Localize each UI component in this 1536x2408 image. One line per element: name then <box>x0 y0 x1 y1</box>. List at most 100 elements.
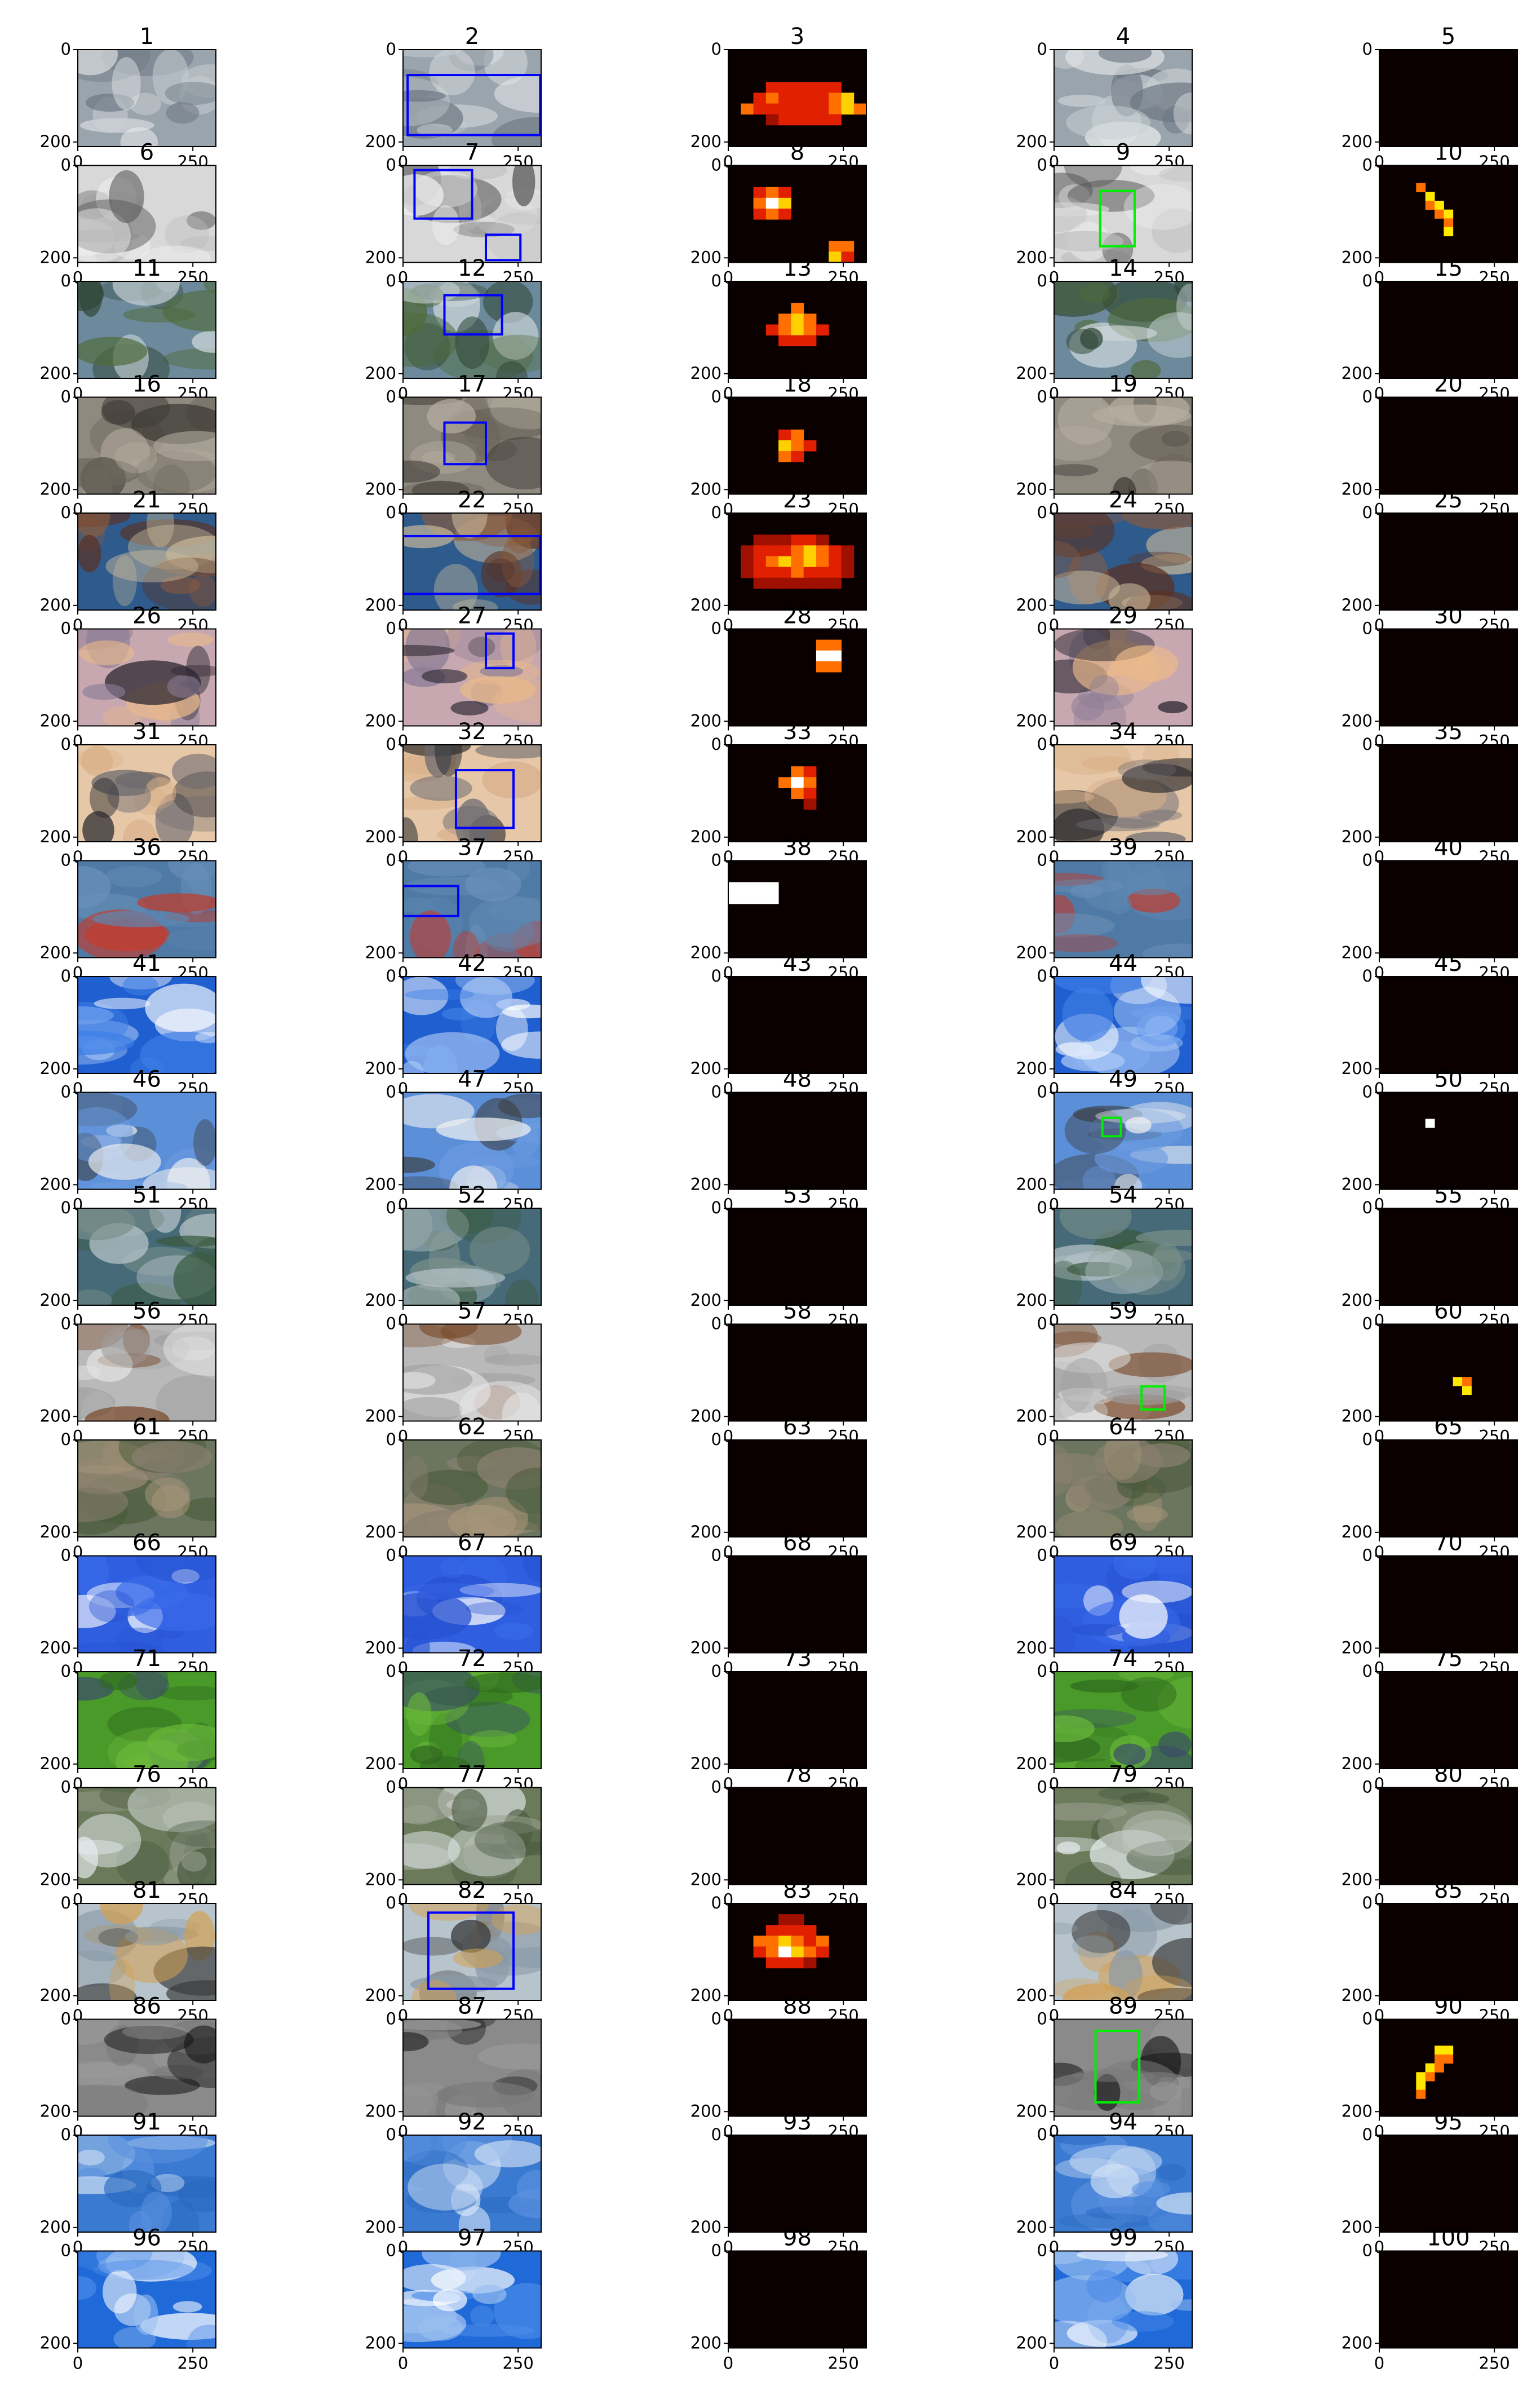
y-tick-label: 200 <box>690 943 721 962</box>
y-tick-label: 200 <box>365 1406 396 1425</box>
y-tick-label: 0 <box>1037 387 1047 407</box>
heat-cell <box>765 1925 779 1936</box>
heat-cell <box>753 577 767 589</box>
y-tick-label: 0 <box>61 2009 71 2029</box>
x-tick-label: 250 <box>177 2354 208 2373</box>
subplot-title: 65 <box>1434 1414 1463 1440</box>
subplot-title: 97 <box>458 2225 486 2251</box>
y-tick-label: 200 <box>690 248 721 267</box>
heat-cell <box>753 197 767 209</box>
y-tick-label: 200 <box>40 2101 71 2120</box>
y-tick-label: 200 <box>690 1174 721 1194</box>
heat-cell <box>816 324 829 336</box>
y-tick-label: 0 <box>386 851 396 870</box>
y-tick-label: 0 <box>711 39 721 59</box>
y-tick-label: 200 <box>365 827 396 846</box>
heat-cell <box>778 114 791 126</box>
y-tick-label: 200 <box>1342 2217 1373 2237</box>
y-tick-label: 200 <box>40 364 71 383</box>
heat-cell <box>791 1936 804 1947</box>
mask-cell <box>1425 1119 1435 1128</box>
subplot-title: 100 <box>1427 2225 1469 2251</box>
heat-cell <box>829 577 842 589</box>
subplot-title: 47 <box>458 1067 486 1093</box>
heat-cell <box>841 241 855 252</box>
heat-cell <box>829 251 842 263</box>
heat-cell <box>741 567 754 578</box>
subplot-title: 77 <box>458 1762 486 1788</box>
y-tick-label: 0 <box>1362 1083 1373 1102</box>
y-tick-label: 200 <box>40 132 71 151</box>
heat-cell <box>765 882 779 894</box>
y-tick-label: 0 <box>1037 503 1047 522</box>
y-tick-label: 0 <box>61 966 71 986</box>
y-tick-label: 200 <box>40 1291 71 1310</box>
y-tick-label: 0 <box>1362 503 1373 522</box>
subplot-title: 23 <box>783 487 812 513</box>
subplot-title: 76 <box>132 1762 161 1788</box>
y-tick-label: 0 <box>1362 387 1373 407</box>
subplot-title: 16 <box>132 372 161 397</box>
heat-cell <box>803 114 817 126</box>
heat-cell <box>728 892 741 904</box>
y-tick-label: 0 <box>711 503 721 522</box>
subplot-title: 84 <box>1109 1877 1137 1903</box>
y-tick-label: 0 <box>386 271 396 290</box>
subplot-title: 13 <box>783 255 812 281</box>
mask-cell <box>1444 2045 1454 2055</box>
y-tick-label: 200 <box>690 1059 721 1078</box>
heat-cell <box>816 577 829 589</box>
subplot-title: 85 <box>1434 1877 1463 1903</box>
subplot-title: 37 <box>458 835 486 861</box>
y-tick-label: 0 <box>711 1314 721 1333</box>
y-tick-label: 0 <box>711 156 721 175</box>
heat-cell <box>791 335 804 347</box>
mask-cell <box>1462 1385 1472 1395</box>
y-tick-label: 200 <box>1342 943 1373 962</box>
y-tick-label: 200 <box>365 1522 396 1541</box>
y-tick-label: 0 <box>386 619 396 638</box>
y-tick-label: 200 <box>365 1986 396 2005</box>
y-tick-label: 0 <box>711 1893 721 1912</box>
subplot-title: 39 <box>1109 835 1137 861</box>
y-tick-label: 0 <box>711 851 721 870</box>
heat-cell <box>778 556 791 568</box>
mask-cell <box>1435 209 1444 219</box>
heat-cell <box>778 429 791 441</box>
y-tick-label: 200 <box>690 1870 721 1889</box>
y-tick-label: 200 <box>690 479 721 498</box>
y-tick-label: 0 <box>61 387 71 407</box>
detection-box <box>427 1911 515 1990</box>
y-tick-label: 0 <box>1362 966 1373 986</box>
subplot-title: 62 <box>458 1414 486 1440</box>
subplot-title: 33 <box>783 719 812 745</box>
y-tick-label: 0 <box>386 1662 396 1681</box>
y-tick-label: 0 <box>1362 156 1373 175</box>
heat-cell <box>778 82 791 93</box>
heat-cell <box>765 208 779 220</box>
subplot-title: 1 <box>140 24 154 50</box>
heat-cell <box>778 335 791 347</box>
y-tick-label: 200 <box>365 943 396 962</box>
y-tick-label: 0 <box>711 2009 721 2029</box>
subplot-title: 29 <box>1109 603 1137 629</box>
y-tick-label: 200 <box>1342 1059 1373 1078</box>
mask-cell <box>1444 2054 1454 2064</box>
subplot-title: 51 <box>132 1182 161 1208</box>
heat-cell <box>791 92 804 104</box>
mask-cell <box>1444 218 1454 228</box>
